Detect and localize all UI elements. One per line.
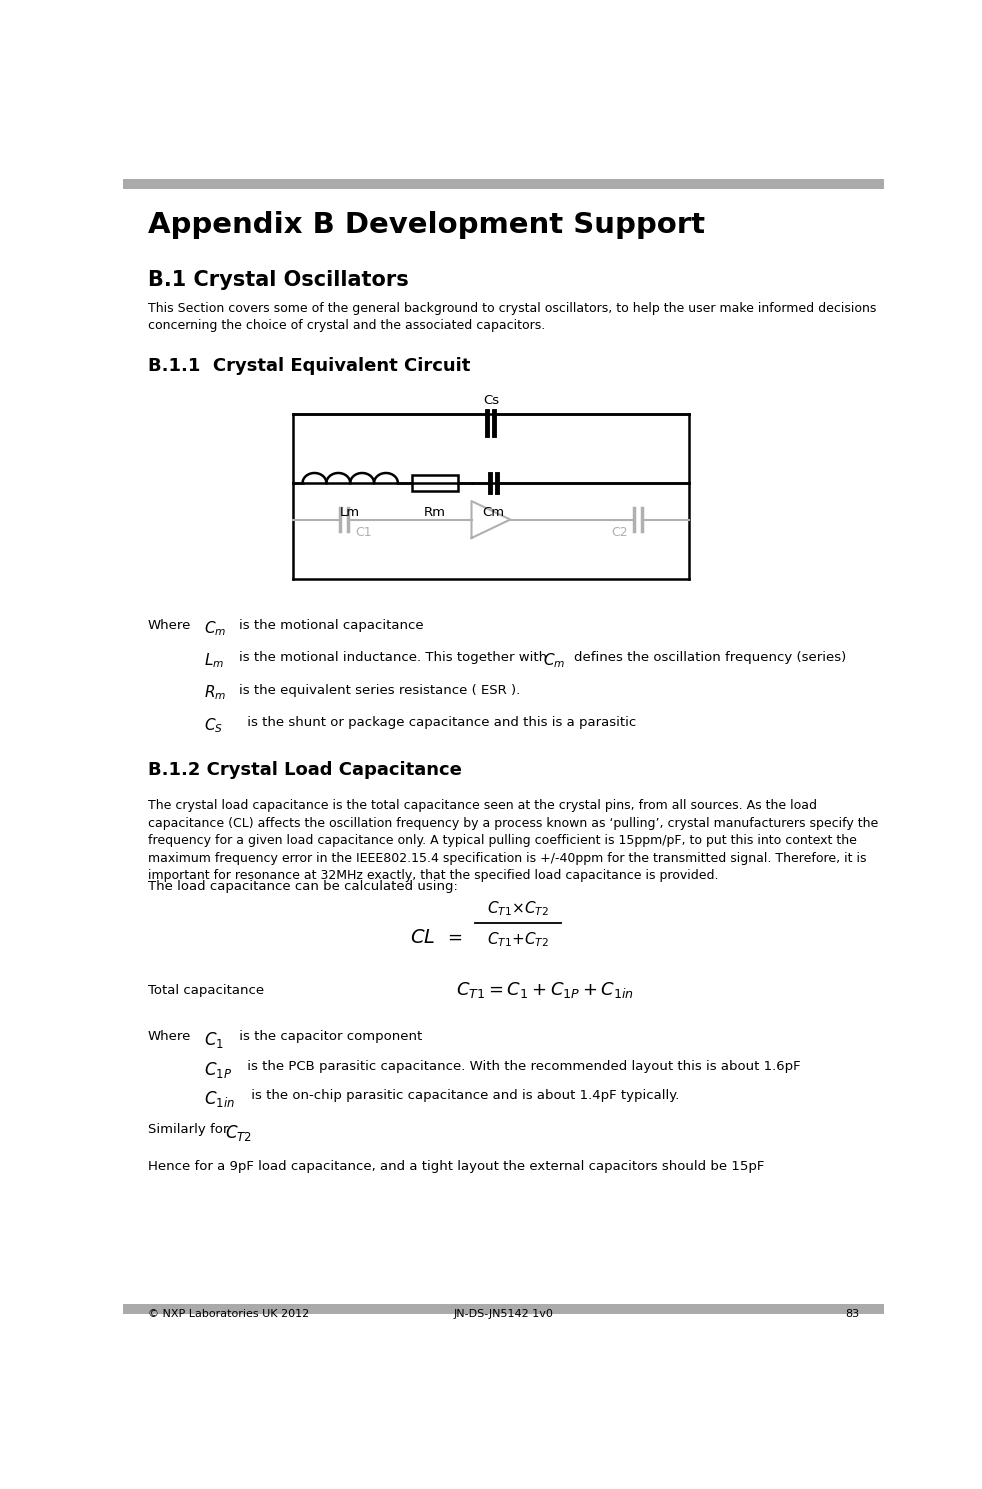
Text: Total capacitance: Total capacitance: [147, 984, 264, 996]
Text: B.1.1  Crystal Equivalent Circuit: B.1.1 Crystal Equivalent Circuit: [147, 357, 470, 375]
Text: Hence for a 9pF load capacitance, and a tight layout the external capacitors sho: Hence for a 9pF load capacitance, and a …: [147, 1160, 764, 1173]
Text: The crystal load capacitance is the total capacitance seen at the crystal pins, : The crystal load capacitance is the tota…: [147, 800, 878, 883]
Text: B.1.2 Crystal Load Capacitance: B.1.2 Crystal Load Capacitance: [147, 761, 462, 779]
Text: JN-DS-JN5142 1v0: JN-DS-JN5142 1v0: [454, 1309, 553, 1319]
Text: $C_{1P}$: $C_{1P}$: [204, 1060, 232, 1080]
Text: $C_{T2}$: $C_{T2}$: [225, 1124, 252, 1144]
Text: is the on-chip parasitic capacitance and is about 1.4pF typically.: is the on-chip parasitic capacitance and…: [246, 1088, 680, 1102]
Text: $C_{T1}{+}C_{T2}$: $C_{T1}{+}C_{T2}$: [487, 931, 549, 948]
Text: is the shunt or package capacitance and this is a parasitic: is the shunt or package capacitance and …: [243, 716, 636, 730]
Text: C2: C2: [611, 526, 627, 539]
Text: The load capacitance can be calculated using:: The load capacitance can be calculated u…: [147, 880, 458, 893]
Text: $C_S$: $C_S$: [204, 716, 223, 736]
Bar: [411, 475, 459, 491]
Text: is the capacitor component: is the capacitor component: [235, 1030, 422, 1044]
Text: $C_{T1}=C_1+C_{1P}+C_{1in}$: $C_{T1}=C_1+C_{1P}+C_{1in}$: [456, 980, 634, 1001]
Text: is the PCB parasitic capacitance. With the recommended layout this is about 1.6p: is the PCB parasitic capacitance. With t…: [243, 1060, 800, 1072]
Text: Cs: Cs: [483, 395, 499, 408]
Text: $C_1$: $C_1$: [204, 1030, 224, 1050]
Text: is the motional inductance. This together with: is the motional inductance. This togethe…: [239, 652, 547, 664]
Text: defines the oscillation frequency (series): defines the oscillation frequency (serie…: [573, 652, 846, 664]
Text: C1: C1: [355, 526, 372, 539]
Text: 83: 83: [845, 1309, 859, 1319]
Text: $C_m$: $C_m$: [543, 652, 565, 670]
Text: Appendix B Development Support: Appendix B Development Support: [147, 211, 704, 240]
Text: Cm: Cm: [482, 506, 505, 520]
Text: $C_{T1}{\times}C_{T2}$: $C_{T1}{\times}C_{T2}$: [487, 899, 549, 919]
Bar: [123, 179, 884, 189]
Text: © NXP Laboratories UK 2012: © NXP Laboratories UK 2012: [147, 1309, 308, 1319]
Text: Similarly for: Similarly for: [147, 1124, 232, 1136]
Text: $R_m$: $R_m$: [204, 683, 226, 703]
Text: Rm: Rm: [424, 506, 446, 520]
Text: =: =: [447, 929, 462, 947]
Text: $C_m$: $C_m$: [204, 619, 227, 637]
Text: Where: Where: [147, 1030, 191, 1044]
Text: $CL$: $CL$: [409, 929, 435, 947]
Text: B.1 Crystal Oscillators: B.1 Crystal Oscillators: [147, 270, 409, 289]
Text: is the motional capacitance: is the motional capacitance: [239, 619, 423, 633]
Text: Lm: Lm: [340, 506, 360, 520]
Text: $C_{1in}$: $C_{1in}$: [204, 1088, 235, 1109]
Text: Where: Where: [147, 619, 191, 633]
Text: $L_m$: $L_m$: [204, 652, 224, 670]
Text: This Section covers some of the general background to crystal oscillators, to he: This Section covers some of the general …: [147, 302, 876, 332]
Bar: [123, 1304, 884, 1315]
Text: is the equivalent series resistance ( ESR ).: is the equivalent series resistance ( ES…: [239, 683, 520, 697]
